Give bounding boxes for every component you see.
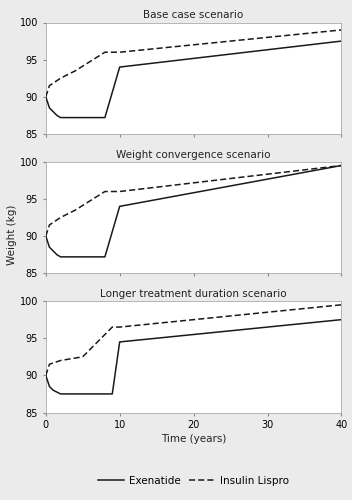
- Title: Longer treatment duration scenario: Longer treatment duration scenario: [100, 289, 287, 299]
- Title: Base case scenario: Base case scenario: [144, 10, 244, 20]
- Legend: Exenatide, Insulin Lispro: Exenatide, Insulin Lispro: [94, 472, 294, 490]
- X-axis label: Time (years): Time (years): [161, 434, 226, 444]
- Text: Weight (kg): Weight (kg): [7, 205, 17, 265]
- Title: Weight convergence scenario: Weight convergence scenario: [117, 150, 271, 160]
